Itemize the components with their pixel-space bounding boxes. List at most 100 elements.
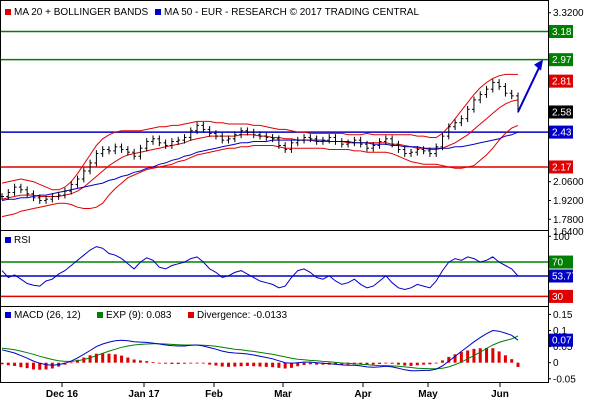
price-bar: [264, 132, 269, 141]
projection-arrow-head: [534, 59, 543, 71]
price-bar: [31, 190, 36, 202]
price-bar: [497, 79, 502, 90]
price-level-label-box: [549, 105, 573, 119]
signal-line: [1, 335, 519, 370]
divergence-bar: [195, 362, 199, 364]
price-level-label: 2.17: [552, 162, 572, 173]
divergence-bar: [145, 361, 149, 363]
price-bar: [465, 105, 470, 123]
chart-title: MA 20 + BOLLINGER BANDS: [14, 7, 149, 18]
divergence-bar: [233, 362, 237, 367]
price-level-label-box: [549, 160, 573, 174]
price-bar: [25, 186, 30, 198]
price-bar: [421, 146, 426, 155]
price-level-label: 3.18: [552, 27, 572, 38]
divergence-bar: [214, 362, 218, 366]
divergence-bar: [107, 353, 111, 363]
ma20-legend-swatch: [5, 9, 11, 15]
price-bar: [144, 138, 149, 152]
price-bar: [44, 195, 49, 204]
divergence-bar: [308, 362, 312, 365]
divergence-bar: [459, 352, 463, 363]
divergence-bar: [516, 362, 520, 367]
macd-level-label: 0.07: [552, 336, 572, 347]
x-tick-label: Feb: [205, 389, 223, 400]
price-bar: [62, 187, 67, 199]
divergence-bar: [258, 362, 262, 367]
price-bar: [239, 127, 244, 139]
price-bar: [490, 79, 495, 93]
price-level-label: 2.97: [552, 55, 572, 66]
rsi-level-label-box: [549, 255, 573, 269]
divergence-bar: [371, 362, 375, 365]
price-bar: [157, 135, 162, 147]
price-bar: [346, 139, 351, 148]
divergence-bar: [271, 362, 275, 368]
macd-tick-label: 0.05: [553, 342, 573, 353]
macd-level-label-box: [549, 333, 573, 347]
price-bar: [138, 144, 143, 160]
divergence-bar: [485, 347, 489, 363]
divergence-bar: [101, 353, 105, 363]
rsi-legend-swatch: [5, 237, 11, 243]
price-bar: [314, 135, 319, 145]
price-level-label-box: [549, 25, 573, 39]
projection-arrow-line: [517, 65, 541, 113]
divergence-bar: [31, 362, 35, 370]
price-bar: [415, 146, 420, 156]
divergence-bar: [340, 362, 344, 365]
price-bar: [0, 193, 4, 200]
divergence-bar: [0, 362, 4, 365]
ma20-line: [1, 99, 519, 200]
divergence-bar: [478, 348, 482, 363]
price-bar: [119, 143, 124, 153]
macd-legend: MACD (26, 12) EXP (9): 0.083 Divergence:…: [5, 310, 287, 321]
divergence-bar: [176, 362, 180, 364]
price-bar: [18, 183, 23, 194]
divergence-bar: [365, 362, 369, 365]
ma50-legend-swatch: [155, 9, 161, 15]
rsi-legend: RSI: [5, 235, 31, 246]
rsi-level-label: 30: [552, 292, 564, 303]
price-bar: [390, 135, 395, 148]
macd-tick-label: 0.15: [553, 310, 573, 321]
divergence-bar: [151, 362, 155, 363]
price-tick-label: 3.3200: [553, 8, 584, 19]
price-bar: [440, 132, 445, 151]
divergence-bar: [252, 362, 256, 367]
price-bar: [245, 127, 250, 136]
divergence-bar: [378, 362, 382, 364]
rsi-label: RSI: [14, 235, 31, 246]
divergence-bar: [13, 362, 17, 366]
price-level-label: 2.43: [552, 128, 572, 139]
divergence-bar: [227, 362, 231, 367]
divergence-bar: [38, 362, 42, 370]
divergence-bar: [422, 362, 426, 365]
divergence-bar: [19, 362, 23, 368]
price-bar: [94, 150, 99, 167]
divergence-bar: [503, 355, 507, 363]
price-bar: [81, 167, 86, 183]
divergence-bar: [239, 362, 243, 367]
x-tick-label: Jan 17: [128, 389, 160, 400]
price-bar: [151, 135, 156, 145]
price-bar: [302, 134, 307, 144]
divergence-bar: [189, 362, 193, 364]
rsi-level-label: 70: [552, 258, 564, 269]
price-bar: [232, 131, 237, 143]
price-bar: [434, 143, 439, 157]
bollinger-lower-line: [1, 124, 519, 218]
price-bar: [289, 139, 294, 153]
macd-tick-label: 0.1: [553, 326, 567, 337]
price-bar: [459, 115, 464, 127]
macd-panel-frame: [0, 306, 549, 383]
rsi-level-label: 53.77: [552, 271, 577, 282]
price-bar: [220, 132, 225, 144]
macd-panel: 0.15 0.1 0.05 0 -0.05 0.07: [0, 310, 576, 385]
divergence-bar: [403, 362, 407, 366]
price-bar: [132, 148, 137, 160]
divergence-bar: [182, 362, 186, 364]
divergence-bar: [466, 350, 470, 363]
price-bar: [100, 146, 105, 157]
